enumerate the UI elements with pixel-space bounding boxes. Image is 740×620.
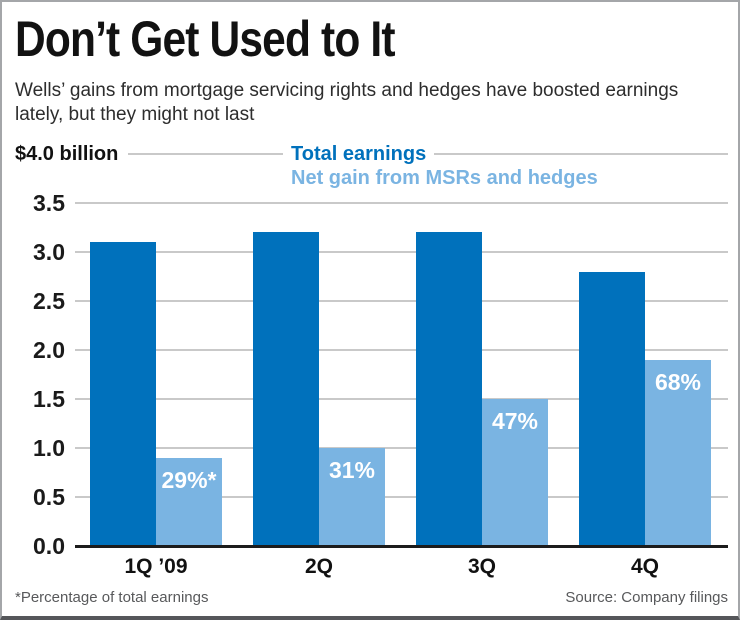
y-tick-label: 3.5 (33, 190, 65, 216)
bar-percent-label: 68% (654, 368, 702, 395)
bar-net-gain (156, 457, 222, 546)
legend-total-earnings-label: Total earnings (283, 142, 435, 166)
gridline (75, 496, 728, 498)
bar-net-gain (319, 448, 385, 546)
y-tick-label: 1.0 (33, 435, 65, 461)
bar-percent-label: 29%* (161, 466, 217, 493)
bar-total-earnings (579, 271, 645, 546)
y-tick-label: 1.5 (33, 386, 65, 412)
bar-net-gain (645, 359, 711, 546)
bar-total-earnings (90, 242, 156, 546)
x-tick-label: 4Q (630, 555, 659, 578)
gridline (75, 447, 728, 449)
bar-percent-label: 47% (491, 408, 539, 434)
x-tick-label: 3Q (467, 555, 496, 578)
gridline (75, 300, 728, 302)
source-label: Source: Company filings (565, 589, 728, 606)
gridline (75, 202, 728, 204)
bar-total-earnings (253, 232, 319, 546)
legend-net-gain-label: Net gain from MSRs and hedges (283, 166, 606, 190)
bar-percent-label: 31% (328, 457, 376, 483)
chart-subtitle: Wells’ gains from mortgage servicing rig… (15, 80, 679, 125)
x-tick-label: 1Q ’09 (124, 555, 188, 578)
gridline (75, 349, 728, 351)
y-tick-label: 0.5 (33, 484, 65, 510)
gridline (75, 398, 728, 400)
bar-net-gain (482, 399, 548, 546)
gridline (75, 251, 728, 253)
y-tick-label: 2.5 (33, 288, 65, 314)
footnote: *Percentage of total earnings (15, 589, 209, 606)
footer: *Percentage of total earnings Source: Co… (15, 589, 728, 606)
x-tick-label: 2Q (304, 555, 333, 578)
y-axis-unit-label: $4.0 billion (15, 142, 129, 166)
x-axis-line (75, 545, 728, 548)
y-tick-label: 2.0 (33, 337, 65, 363)
chart-title: Don’t Get Used to It (15, 11, 396, 67)
y-tick-label: 0.0 (33, 533, 65, 559)
bar-total-earnings (416, 232, 482, 546)
y-tick-label: 3.0 (33, 239, 65, 265)
